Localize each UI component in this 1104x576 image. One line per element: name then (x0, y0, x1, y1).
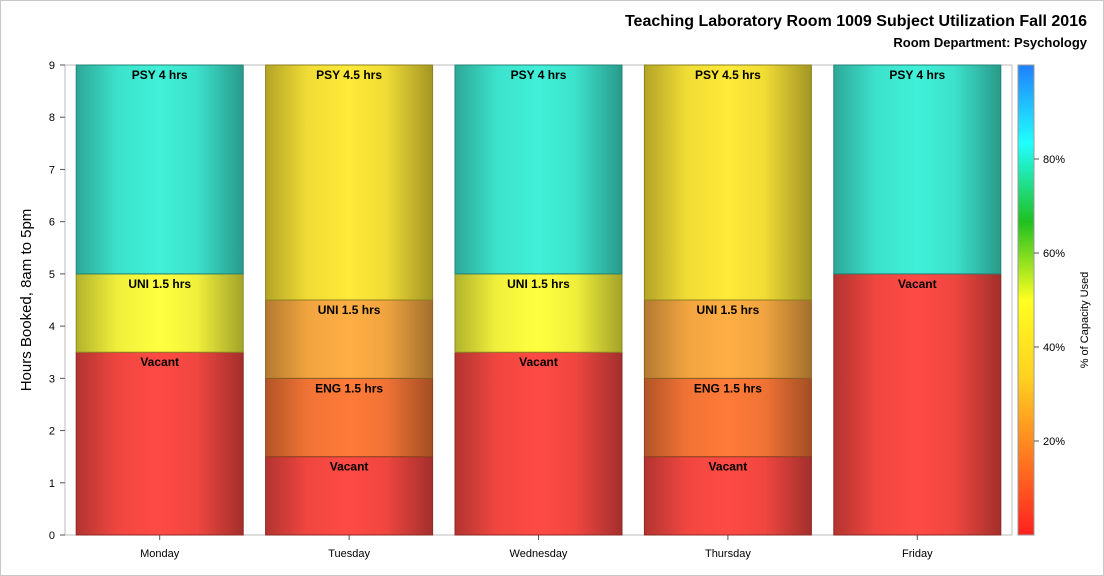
y-axis-label: Hours Booked, 8am to 5pm (18, 209, 35, 392)
y-tick-label: 8 (49, 112, 55, 124)
y-tick-label: 7 (49, 164, 55, 176)
colorbar-gradient (1017, 64, 1035, 536)
colorbar-tick-label: 20% (1043, 436, 1065, 448)
x-tick-label: Thursday (705, 548, 751, 560)
bar-segment (833, 273, 1002, 536)
segment-label: UNI 1.5 hrs (697, 303, 760, 317)
colorbar-tick-label: 40% (1043, 342, 1065, 354)
segment-label: PSY 4 hrs (132, 68, 188, 82)
y-tick-label: 1 (49, 478, 55, 490)
y-tick-label: 0 (49, 530, 55, 542)
colorbar-label: % of Capacity Used (1079, 272, 1091, 369)
y-tick-label: 3 (49, 373, 55, 385)
x-tick-label: Monday (140, 548, 180, 560)
bars: Vacant UNI 1.5 hrs PSY 4 hrs Vacant ENG 1.5 … (75, 64, 1002, 536)
chart-subtitle: Room Department: Psychology (893, 35, 1087, 50)
colorbar-legend: 20% 40% 60% 80% % of Capacity Used (1017, 64, 1091, 536)
segment-label: ENG 1.5 hrs (315, 381, 383, 395)
bar-segment (75, 273, 244, 353)
x-tick-label: Wednesday (510, 548, 568, 560)
y-tick-label: 9 (49, 60, 55, 72)
segment-label: UNI 1.5 hrs (318, 303, 381, 317)
y-tick-label: 6 (49, 217, 55, 229)
bar-segment (643, 456, 812, 536)
bar-segment (265, 299, 434, 379)
segment-label: Vacant (140, 355, 179, 369)
chart-title: Teaching Laboratory Room 1009 Subject Ut… (624, 13, 1087, 30)
segment-label: PSY 4.5 hrs (695, 68, 761, 82)
x-tick-label: Friday (902, 548, 933, 560)
y-tick-label: 5 (49, 269, 55, 281)
y-tick-label: 2 (49, 426, 55, 438)
colorbar-tick-label: 60% (1043, 248, 1065, 260)
segment-label: UNI 1.5 hrs (128, 277, 191, 291)
segment-label: Vacant (709, 460, 748, 474)
segment-label: Vacant (330, 460, 369, 474)
segment-label: Vacant (519, 355, 558, 369)
bar-segment (454, 64, 623, 275)
x-tick-label: Tuesday (328, 548, 370, 560)
bar-segment (833, 64, 1002, 275)
segment-label: PSY 4 hrs (511, 68, 567, 82)
segment-label: PSY 4 hrs (889, 68, 945, 82)
segment-label: PSY 4.5 hrs (316, 68, 382, 82)
bar-segment (454, 351, 623, 536)
y-tick-label: 4 (49, 321, 55, 333)
segment-label: UNI 1.5 hrs (507, 277, 570, 291)
bar-segment (265, 456, 434, 536)
bar-segment (643, 299, 812, 379)
segment-label: ENG 1.5 hrs (694, 381, 762, 395)
bar-segment (643, 377, 812, 458)
bar-segment (454, 273, 623, 353)
colorbar-tick-label: 80% (1043, 154, 1065, 166)
bar-segment (75, 351, 244, 536)
bar-segment (643, 64, 812, 301)
bar-segment (265, 64, 434, 301)
segment-label: Vacant (898, 277, 937, 291)
bar-segment (75, 64, 244, 275)
